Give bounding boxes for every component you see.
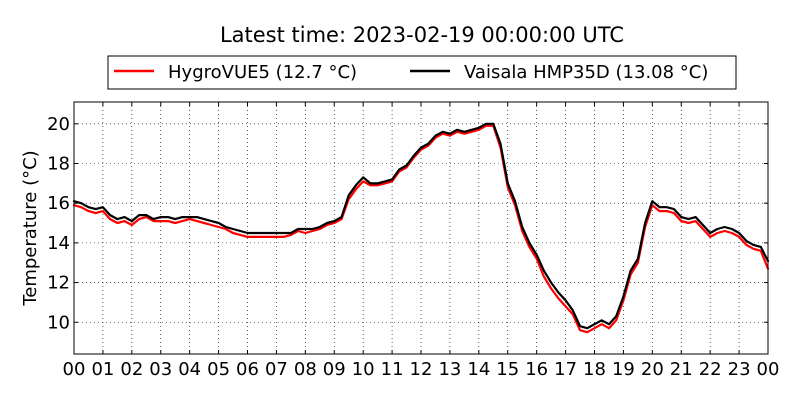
x-tick-label: 21: [670, 359, 693, 380]
series-line-vaisala: [72, 122, 770, 330]
x-tick-label: 09: [323, 359, 346, 380]
series-layer: [72, 122, 770, 334]
x-tick-label: 10: [352, 359, 375, 380]
x-tick-label: 04: [178, 359, 201, 380]
x-tick-label: 14: [467, 359, 490, 380]
y-axis-label: Temperature (°C): [20, 150, 41, 306]
x-tick-label: 00: [757, 359, 780, 380]
legend: HygroVUE5 (12.7 °C) Vaisala HMP35D (13.0…: [107, 55, 737, 90]
x-tick-label: 20: [641, 359, 664, 380]
x-tick-label: 22: [699, 359, 722, 380]
x-tick-label: 16: [525, 359, 548, 380]
y-tick-label: 12: [47, 273, 70, 294]
x-tick-label: 17: [554, 359, 577, 380]
series-line-hygrovue5: [72, 124, 770, 334]
legend-label-vaisala: Vaisala HMP35D (13.08 °C): [464, 62, 708, 83]
legend-box: [107, 55, 737, 90]
y-tick-label: 16: [47, 193, 70, 214]
x-tick-label: 19: [612, 359, 635, 380]
x-tick-label: 23: [728, 359, 751, 380]
plot-area-frame: [73, 101, 769, 355]
y-tick-label: 18: [47, 154, 70, 175]
y-tick-label: 20: [47, 114, 70, 135]
axes: 00 01 02 03 04 05 06 07 08 09 10 11 12 13 14 15 16 17 18 19…: [47, 102, 779, 380]
x-tick-label: 12: [410, 359, 433, 380]
x-tick-label: 07: [265, 359, 288, 380]
x-tick-label: 05: [207, 359, 230, 380]
x-tick-label: 11: [381, 359, 404, 380]
y-tick-label: 10: [47, 312, 70, 333]
chart-title: Latest time: 2023-02-19 00:00:00 UTC: [220, 23, 624, 47]
x-tick-label: 06: [236, 359, 259, 380]
x-tick-label: 13: [438, 359, 461, 380]
x-tick-label: 01: [91, 359, 114, 380]
x-tick-label: 08: [294, 359, 317, 380]
legend-label-hygrovue5: HygroVUE5 (12.7 °C): [168, 62, 357, 83]
x-tick-label: 00: [63, 359, 86, 380]
x-tick-label: 02: [120, 359, 143, 380]
y-tick-label: 14: [47, 233, 70, 254]
x-tick-label: 18: [583, 359, 606, 380]
grid: [74, 102, 768, 354]
x-tick-label: 03: [149, 359, 172, 380]
x-tick-label: 15: [496, 359, 519, 380]
